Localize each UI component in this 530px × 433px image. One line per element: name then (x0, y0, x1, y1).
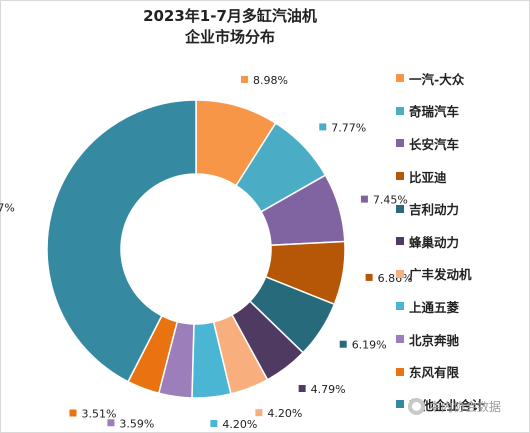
legend-label-8: 北京奔驰 (409, 332, 460, 348)
data-label-4: 6.19% (352, 339, 387, 352)
legend-label-6: 广丰发动机 (409, 267, 472, 283)
watermark-text: 中内协会数据 (429, 400, 502, 414)
legend-swatch-2 (396, 139, 404, 148)
watermark: 中内协会数据 (408, 398, 501, 415)
legend-swatch-6 (396, 269, 404, 278)
data-label-marker-3 (365, 273, 373, 281)
legend-item-5: 蜂巢动力 (396, 225, 484, 258)
slice-10 (46, 99, 197, 383)
data-label-marker-5 (298, 385, 306, 393)
data-label-marker-7 (210, 420, 218, 428)
legend-swatch-7 (396, 302, 404, 311)
legend-swatch-9 (396, 367, 404, 376)
data-label-marker-2 (360, 195, 368, 203)
chart-title-line1: 2023年1-7月多缸汽油机 (143, 7, 317, 25)
data-label-marker-9 (69, 409, 77, 417)
data-label-marker-1 (319, 123, 327, 131)
legend-item-2: 长安汽车 (396, 127, 484, 160)
legend-item-1: 奇瑞汽车 (396, 95, 484, 128)
legend-item-4: 吉利动力 (396, 192, 484, 225)
legend-swatch-3 (396, 172, 404, 181)
data-label-6: 4.20% (267, 407, 302, 420)
legend-label-1: 奇瑞汽车 (409, 104, 460, 120)
legend-swatch-10 (396, 400, 404, 409)
legend-swatch-1 (396, 106, 404, 115)
data-label-marker-6 (255, 409, 263, 417)
legend-label-9: 东风有限 (409, 365, 460, 381)
legend-swatch-0 (396, 74, 404, 83)
legend-label-7: 上通五菱 (409, 299, 460, 315)
data-label-1: 7.77% (331, 121, 366, 134)
data-label-10: 42.47% (0, 202, 15, 215)
legend-label-4: 吉利动力 (409, 202, 460, 218)
data-label-marker-4 (339, 340, 347, 348)
legend-item-6: 广丰发动机 (396, 258, 484, 291)
legend-item-0: 一汽-大众 (396, 62, 484, 95)
data-label-8: 3.59% (119, 417, 154, 430)
data-label-marker-0 (240, 75, 248, 83)
legend-label-3: 比亚迪 (409, 169, 447, 185)
chart-title-line2: 企业市场分布 (184, 28, 275, 46)
legend-label-5: 蜂巢动力 (409, 234, 460, 250)
legend-swatch-4 (396, 204, 404, 213)
legend-label-10: 其他企业合计 (409, 397, 485, 413)
data-label-2: 7.45% (373, 194, 408, 207)
legend-item-10: 其他企业合计 (396, 388, 484, 421)
legend-item-3: 比亚迪 (396, 160, 484, 193)
legend-swatch-5 (396, 237, 404, 246)
data-label-7: 4.20% (222, 418, 257, 431)
data-label-5: 4.79% (311, 383, 346, 396)
data-label-0: 8.98% (253, 74, 288, 87)
legend-item-9: 东风有限 (396, 355, 484, 388)
legend-label-2: 长安汽车 (409, 136, 460, 152)
wechat-icon (408, 398, 425, 415)
data-label-9: 3.51% (81, 408, 116, 421)
chart-legend: 一汽-大众奇瑞汽车长安汽车比亚迪吉利动力蜂巢动力广丰发动机上通五菱北京奔驰东风有… (396, 62, 484, 421)
legend-swatch-8 (396, 335, 404, 344)
legend-item-7: 上通五菱 (396, 290, 484, 323)
legend-item-8: 北京奔驰 (396, 323, 484, 356)
data-label-marker-8 (107, 419, 115, 427)
chart-title: 2023年1-7月多缸汽油机 企业市场分布 (100, 6, 360, 48)
legend-label-0: 一汽-大众 (409, 71, 465, 87)
